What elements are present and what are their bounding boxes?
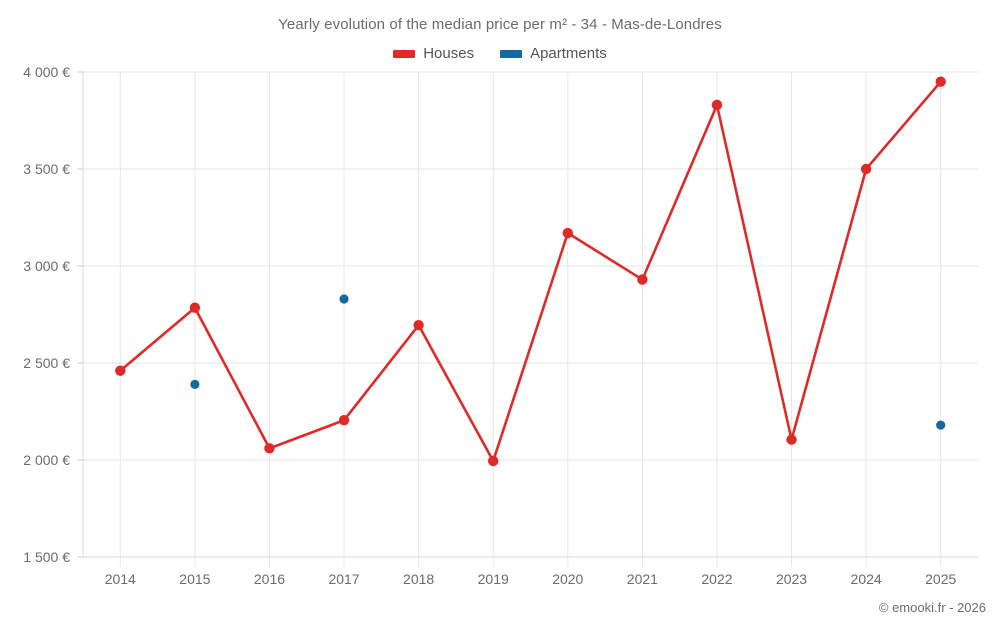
- credit-text: © emooki.fr - 2026: [878, 600, 986, 615]
- x-axis-tick-label: 2022: [701, 571, 733, 587]
- data-point-houses-2022[interactable]: [711, 99, 723, 111]
- chart-title: Yearly evolution of the median price per…: [278, 16, 722, 33]
- legend-label-apartments: Apartments: [530, 45, 607, 62]
- data-point-houses-2024[interactable]: [860, 163, 872, 175]
- y-axis-tick-label: 2 000 €: [23, 452, 70, 468]
- data-point-houses-2015[interactable]: [189, 302, 201, 313]
- x-axis-tick-label: 2025: [925, 571, 957, 587]
- data-point-houses-2023[interactable]: [786, 434, 797, 445]
- y-axis-tick-label: 3 500 €: [23, 161, 70, 177]
- data-point-houses-2021[interactable]: [637, 274, 648, 285]
- x-axis-tick-label: 2014: [104, 571, 136, 587]
- data-point-apartments-2017[interactable]: [339, 294, 349, 304]
- legend-item-apartments[interactable]: Apartments: [500, 45, 607, 62]
- y-axis-tick-label: 1 500 €: [23, 549, 70, 565]
- y-axis-tick-label: 4 000 €: [23, 64, 70, 80]
- data-point-houses-2016[interactable]: [264, 443, 275, 454]
- chart-legend: Houses Apartments: [0, 45, 1000, 62]
- data-point-apartments-2025[interactable]: [936, 420, 946, 430]
- x-axis-tick-label: 2021: [626, 571, 658, 587]
- x-axis-tick-label: 2020: [552, 571, 584, 587]
- legend-swatch-apartments: [500, 49, 523, 58]
- y-axis-tick-label: 3 000 €: [23, 258, 70, 274]
- data-point-houses-2025[interactable]: [935, 76, 946, 87]
- x-axis-tick-label: 2018: [403, 571, 435, 587]
- x-axis-tick-label: 2016: [253, 571, 286, 587]
- legend-label-houses: Houses: [423, 45, 475, 62]
- data-point-houses-2020[interactable]: [562, 227, 573, 239]
- y-axis-tick-label: 2 500 €: [23, 355, 70, 371]
- x-axis-tick-label: 2015: [179, 571, 211, 587]
- y-axis-tick-labels: 1 500 € 2 000 € 2 500 € 3 000 € 3 500 € 4 000…: [0, 0, 70, 625]
- data-point-houses-2019[interactable]: [488, 455, 499, 467]
- data-point-houses-2018[interactable]: [413, 319, 424, 331]
- series-line-houses: [118, 80, 943, 463]
- data-point-houses-2014[interactable]: [115, 365, 126, 376]
- x-axis-tick-label: 2023: [775, 571, 808, 587]
- x-axis-tick-label: 2024: [850, 571, 882, 587]
- x-axis-tick-label: 2019: [477, 571, 509, 587]
- x-axis-tick-label: 2017: [328, 571, 360, 587]
- legend-swatch-houses: [393, 49, 416, 58]
- data-point-houses-2017[interactable]: [338, 415, 350, 426]
- legend-item-houses[interactable]: Houses: [393, 45, 474, 62]
- data-point-apartments-2015[interactable]: [190, 379, 200, 389]
